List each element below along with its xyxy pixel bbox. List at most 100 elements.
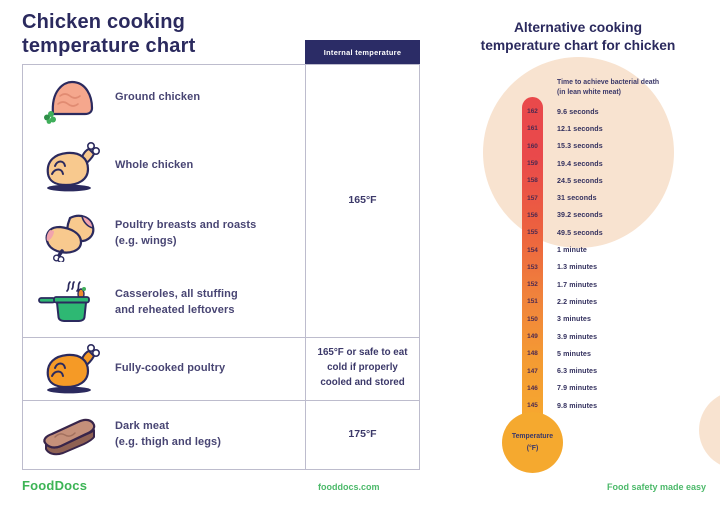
left-title-line2: temperature chart — [22, 35, 196, 57]
right-title-line2: temperature chart for chicken — [480, 37, 676, 53]
time-label: 24.5 seconds — [557, 176, 603, 185]
thermometer-bulb: Temperature (°F) — [502, 412, 563, 473]
casserole-icon — [34, 274, 104, 330]
temp-tick: 158 — [527, 177, 538, 185]
time-label: 15.3 seconds — [557, 142, 603, 151]
ground-chicken-icon — [34, 70, 104, 126]
temp-tick: 153 — [527, 263, 538, 271]
thermometer-note-line2: (in lean white meat) — [557, 89, 621, 96]
food-item-fully-cooked-poultry: Fully-cooked poultry — [115, 337, 290, 400]
food-item-dark-meat: Dark meat (e.g. thigh and legs) — [115, 400, 290, 470]
thermometer-row: 157 31 seconds — [522, 189, 702, 206]
thermometer-row: 156 39.2 seconds — [522, 207, 702, 224]
time-label: 9.8 minutes — [557, 401, 598, 410]
time-label: 3 minutes — [557, 315, 592, 324]
food-temperature-table — [22, 64, 420, 470]
thermometer-tube — [522, 97, 543, 427]
food-item-casseroles: Casseroles, all stuffing and reheated le… — [115, 268, 290, 337]
food-item-ground-chicken: Ground chicken — [115, 64, 290, 132]
food-item-label: (e.g. thigh and legs) — [115, 436, 221, 448]
thermometer-row: 153 1.3 minutes — [522, 259, 702, 276]
temp-value-165: 165°F — [348, 193, 377, 206]
table-row-divider — [22, 337, 420, 339]
thermometer-axis-label-line1: Temperature — [511, 433, 554, 441]
food-item-label: Fully-cooked poultry — [115, 361, 226, 374]
temp-tick: 150 — [527, 315, 538, 323]
website-link[interactable]: fooddocs.com — [318, 482, 380, 492]
right-chart-title: Alternative cooking temperature chart fo… — [440, 19, 716, 55]
table-column-divider — [305, 64, 307, 470]
table-row-divider — [22, 400, 420, 402]
thermometer-row: 149 3.9 minutes — [522, 328, 702, 345]
temp-tick: 149 — [527, 333, 538, 340]
thermometer-row: 161 12.1 seconds — [522, 120, 702, 137]
left-chart-title: Chicken cooking temperature chart — [22, 10, 195, 58]
time-label: 6.3 minutes — [557, 367, 598, 376]
time-label: 49.5 seconds — [557, 228, 603, 237]
temp-tick: 162 — [527, 108, 538, 116]
temp-tick: 152 — [527, 281, 538, 289]
temp-tick: 145 — [527, 402, 538, 410]
fooddocs-logo: FoodDocs — [22, 478, 88, 493]
food-item-whole-chicken: Whole chicken — [115, 132, 290, 200]
time-label: 12.1 seconds — [557, 124, 603, 133]
internal-temperature-column-header: Internal temperature — [305, 40, 420, 64]
thermometer-row: 155 49.5 seconds — [522, 224, 702, 241]
thermometer-axis-label-line2: (°F) — [526, 444, 539, 452]
time-label: 3.9 minutes — [557, 332, 598, 341]
temp-tick: 154 — [527, 246, 538, 254]
food-item-label: Dark meat — [115, 420, 170, 433]
time-label: 2.2 minutes — [557, 297, 598, 306]
time-label: 9.6 seconds — [557, 107, 599, 116]
food-item-label: Ground chicken — [115, 91, 201, 104]
temp-value-175: 175°F — [348, 428, 377, 441]
fully-cooked-poultry-icon — [34, 340, 104, 396]
temp-tick: 157 — [527, 194, 538, 202]
footer-tagline: Food safety made easy — [606, 482, 706, 492]
thermometer-row: 162 9.6 seconds — [522, 103, 702, 120]
thermometer-note-line1: Time to achieve bacterial death — [557, 79, 660, 86]
temp-tick: 160 — [527, 142, 538, 150]
temp-tick: 155 — [527, 229, 538, 237]
thermometer-row: 159 19.4 seconds — [522, 155, 702, 172]
food-item-label: (e.g. wings) — [115, 235, 177, 247]
food-item-label: Whole chicken — [115, 159, 194, 172]
thermometer-row: 146 7.9 minutes — [522, 380, 702, 397]
time-label: 1 minute — [557, 246, 587, 255]
time-label: 1.7 minutes — [557, 280, 598, 289]
temp-tick: 161 — [527, 125, 538, 133]
temp-tick: 156 — [527, 211, 538, 219]
peach-circle-background — [483, 57, 674, 248]
left-title-line1: Chicken cooking — [22, 11, 186, 33]
food-item-label: Poultry breasts and roasts — [115, 219, 257, 232]
time-label: 1.3 minutes — [557, 263, 598, 272]
thermometer-row: 151 2.2 minutes — [522, 293, 702, 310]
thermometer-row: 150 3 minutes — [522, 311, 702, 328]
time-label: 5 minutes — [557, 349, 592, 358]
temp-value-fully-cooked: 165°F or safe to eat cold if properly co… — [317, 347, 408, 388]
temp-tick: 159 — [527, 160, 538, 168]
food-item-label: and reheated leftovers — [115, 303, 235, 316]
whole-chicken-icon — [34, 138, 104, 194]
thermometer-row: 145 9.8 minutes — [522, 397, 702, 414]
dark-meat-icon — [34, 407, 104, 463]
time-label: 31 seconds — [557, 194, 597, 203]
time-label: 19.4 seconds — [557, 159, 603, 168]
poultry-breasts-icon — [34, 206, 104, 262]
thermometer-row: 148 5 minutes — [522, 345, 702, 362]
thermometer-row: 147 6.3 minutes — [522, 362, 702, 379]
time-label: 7.9 minutes — [557, 384, 598, 393]
food-item-label: Casseroles, all stuffing — [115, 287, 238, 300]
temp-tick: 146 — [527, 384, 538, 392]
right-title-line1: Alternative cooking — [513, 20, 643, 35]
thermometer-row: 160 15.3 seconds — [522, 138, 702, 155]
thermometer-row: 152 1.7 minutes — [522, 276, 702, 293]
thermometer-row: 158 24.5 seconds — [522, 172, 702, 189]
food-item-poultry-breasts: Poultry breasts and roasts (e.g. wings) — [115, 200, 290, 268]
corner-circle-decoration — [699, 391, 720, 469]
thermometer-row: 154 1 minute — [522, 241, 702, 258]
time-label: 39.2 seconds — [557, 211, 603, 220]
temp-tick: 151 — [527, 298, 538, 306]
temp-tick: 148 — [527, 350, 538, 358]
